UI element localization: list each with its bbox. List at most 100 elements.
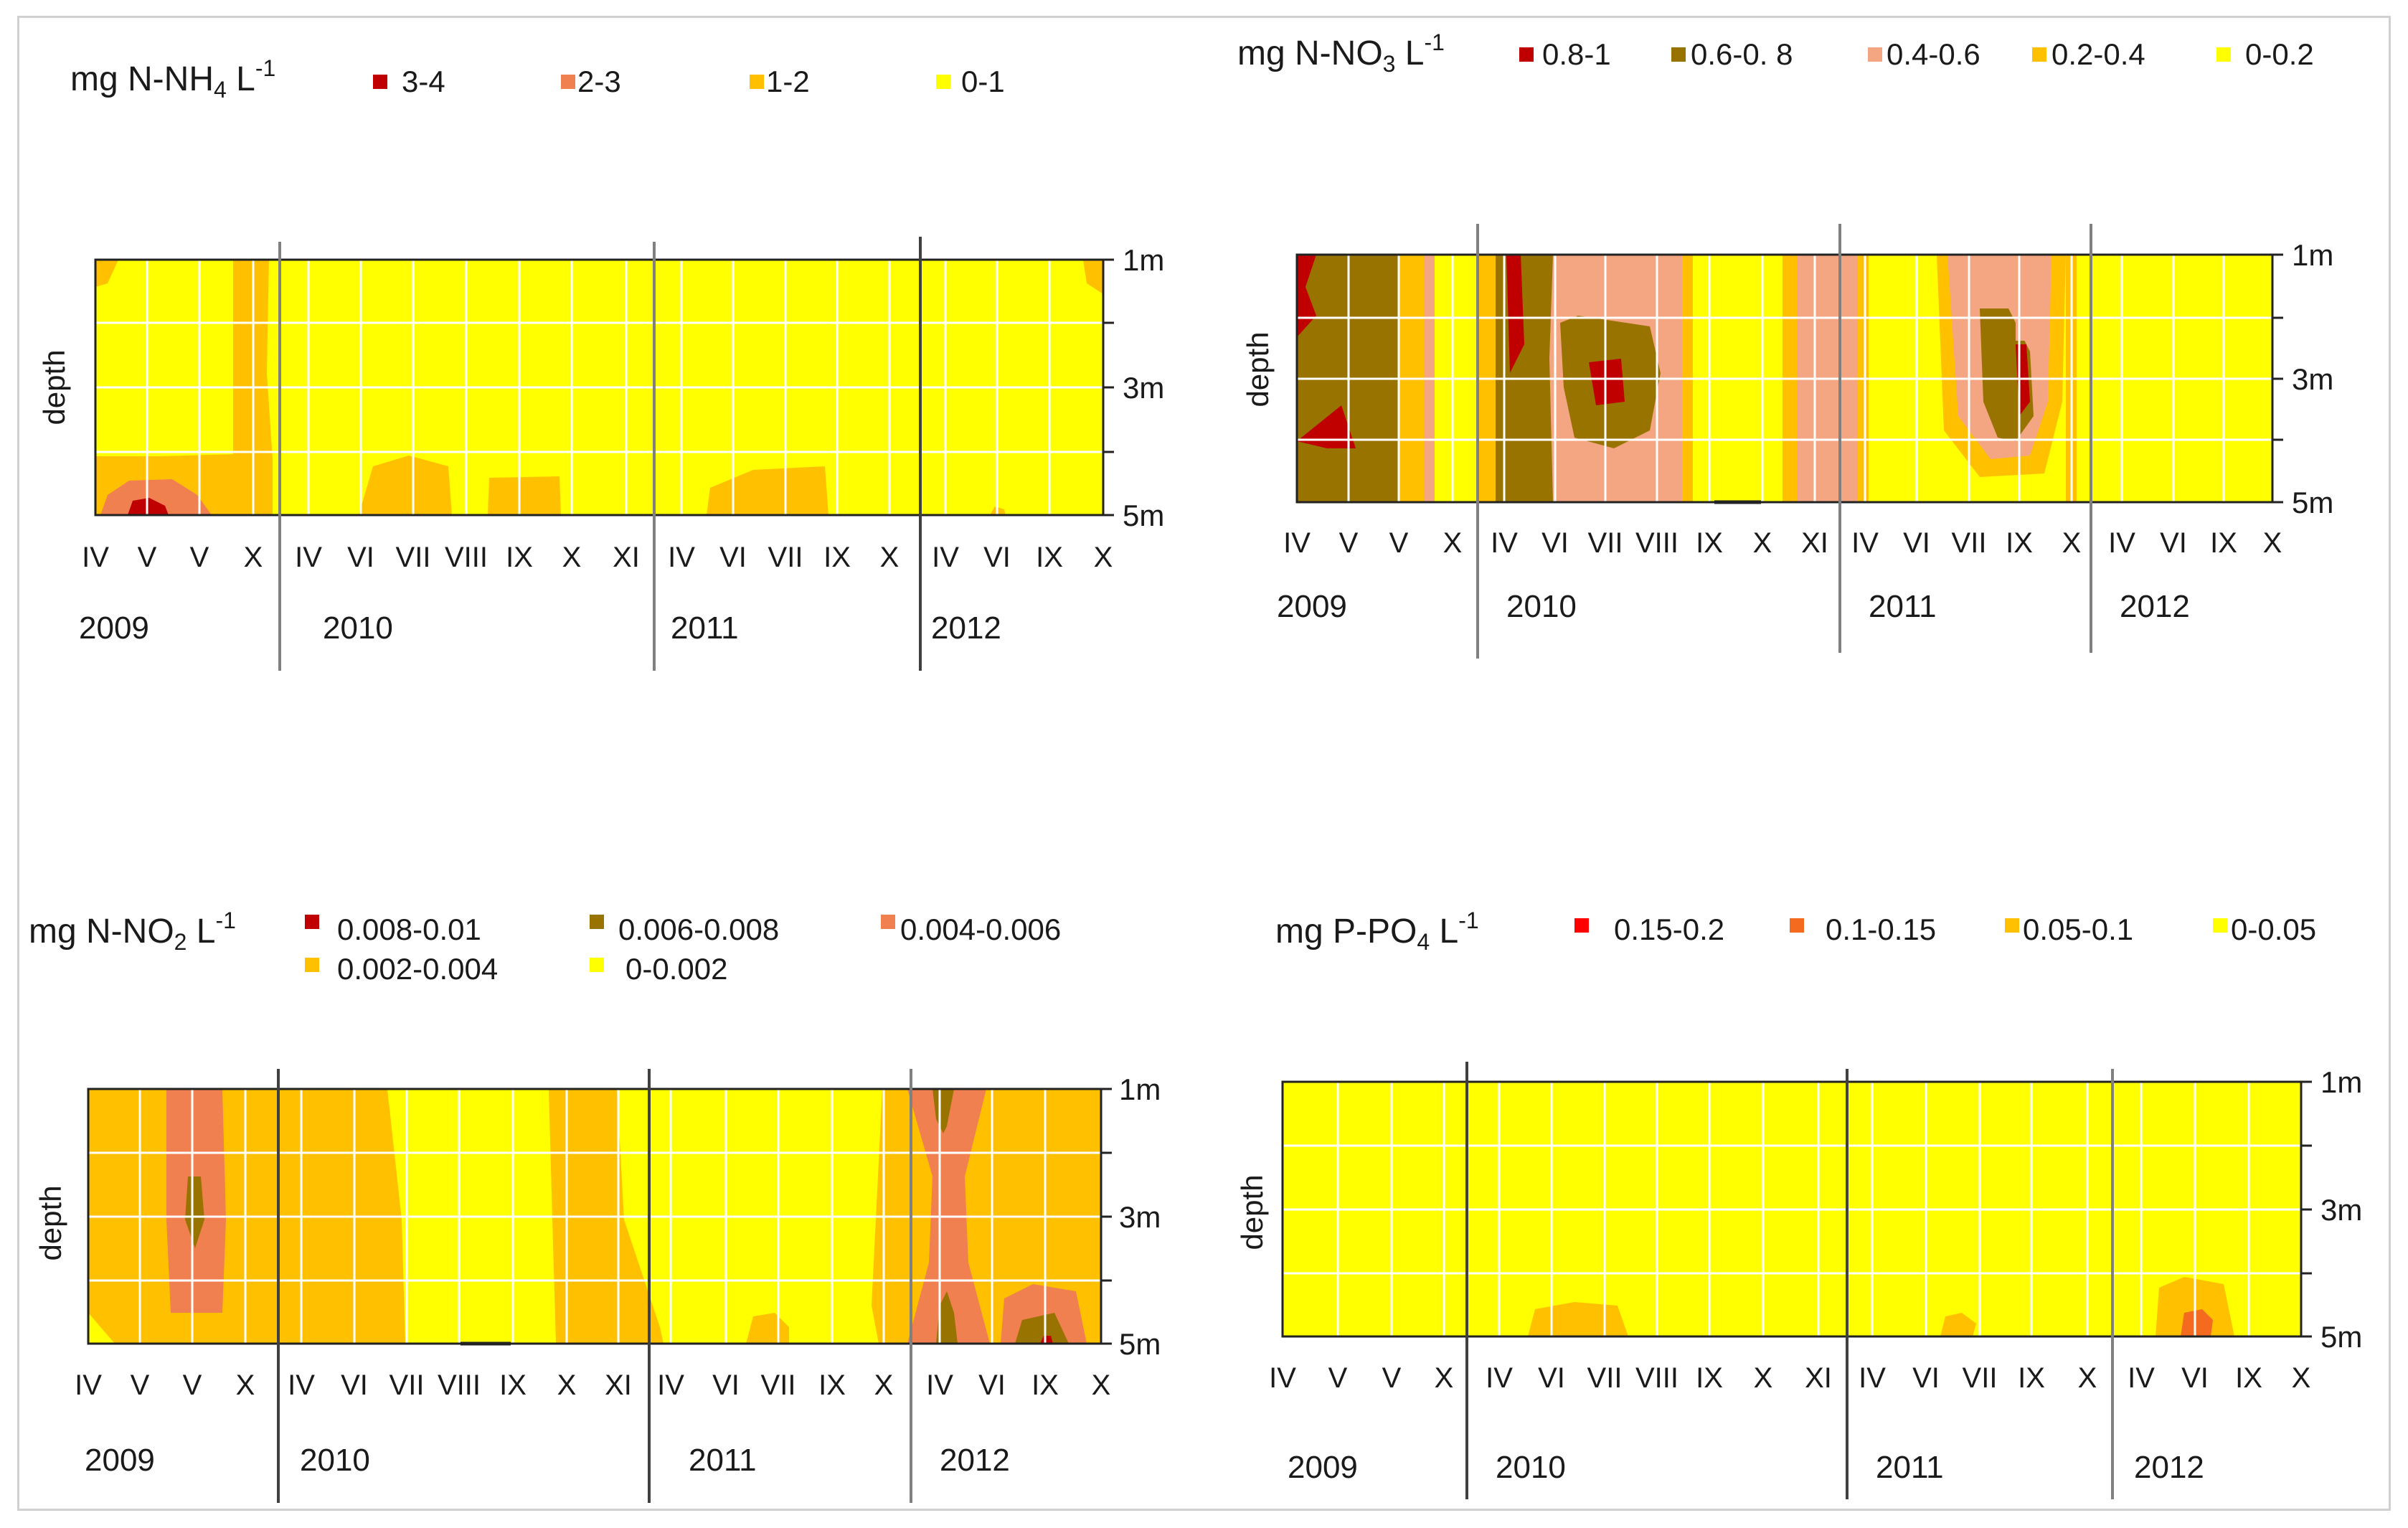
- no2-legend-swatch: [590, 915, 604, 929]
- nh4-year-label: 2012: [931, 610, 1001, 646]
- no3-month-tick: V: [1339, 527, 1359, 559]
- no2-month-tick: X: [236, 1369, 255, 1401]
- no2-legend-label: 0.006-0.008: [618, 912, 779, 946]
- nh4-contour: [488, 476, 561, 515]
- po4-month-tick: IV: [1486, 1362, 1513, 1394]
- po4-legend-label: 0-0.05: [2231, 912, 2316, 946]
- no2-month-tick: X: [557, 1369, 577, 1401]
- nh4-month-tick: IV: [932, 542, 959, 573]
- no3-year-label: 2012: [2120, 589, 2190, 624]
- no3-month-tick: X: [1753, 527, 1772, 559]
- nh4-month-tick: IV: [295, 542, 322, 573]
- nh4-month-tick: IV: [82, 542, 109, 573]
- po4-month-tick: VI: [2181, 1362, 2209, 1394]
- no3-legend-label: 0.4-0.6: [1887, 37, 1980, 71]
- no3-depth-label: 5m: [2292, 486, 2333, 519]
- po4-legend-label: 0.1-0.15: [1826, 912, 1936, 946]
- no3-contour: [1589, 359, 1625, 405]
- no3-month-tick: IX: [2006, 527, 2033, 559]
- no2-contour: [1040, 1336, 1053, 1344]
- po4-month-tick: V: [1328, 1362, 1348, 1394]
- no3-month-tick: XI: [1801, 527, 1828, 559]
- nh4-depth-label: 5m: [1123, 499, 1164, 532]
- po4-legend-label: 0.15-0.2: [1614, 912, 1724, 946]
- no2-month-tick: IX: [1031, 1369, 1059, 1401]
- no2-year-label: 2010: [300, 1443, 370, 1478]
- no2-legend-label: 0.008-0.01: [337, 912, 481, 946]
- no2-depth-label: 3m: [1119, 1200, 1161, 1234]
- po4-depth-label: 5m: [2320, 1320, 2362, 1354]
- no3-month-tick: IV: [2108, 527, 2135, 559]
- no3-month-tick: IX: [1696, 527, 1723, 559]
- nh4-month-tick: V: [138, 542, 157, 573]
- nh4-ticks: [1103, 258, 1114, 517]
- po4-year-label: 2010: [1496, 1450, 1566, 1485]
- po4-month-tick: X: [1435, 1362, 1454, 1394]
- nh4-legend-label: 3-4: [402, 65, 445, 98]
- po4-ylabel: depth: [1235, 1174, 1269, 1250]
- no2-month-tick: VI: [712, 1369, 740, 1401]
- nh4-year-label: 2011: [671, 610, 739, 646]
- panel-no3: mg N-NO3 L-1 0.8-1 0.6-0. 8 0.4-0.6 0.2-…: [1237, 29, 2333, 659]
- no3-legend-swatch: [2216, 47, 2231, 62]
- nh4-legend-label: 0-1: [961, 65, 1005, 98]
- no2-legend-swatch: [305, 958, 319, 972]
- po4-month-tick: VI: [1912, 1362, 1940, 1394]
- no2-legend-label: 0.002-0.004: [337, 952, 498, 986]
- nh4-month-tick: X: [562, 542, 582, 573]
- no3-month-tick: VIII: [1635, 527, 1678, 559]
- no3-plot: 1m 3m 5m depth: [1241, 224, 2333, 659]
- no3-year-label: 2011: [1869, 589, 1937, 624]
- no2-legend-swatch: [305, 915, 319, 929]
- nh4-legend-swatch: [936, 75, 950, 89]
- nh4-month-tick: VII: [768, 542, 803, 573]
- no2-month-tick: IV: [926, 1369, 953, 1401]
- no3-month-axis: IV V V X IV VI VII VIII IX X XI IV VI VI…: [1277, 527, 2282, 624]
- no3-contour: [1506, 255, 1524, 373]
- po4-month-tick: X: [2078, 1362, 2097, 1394]
- nh4-month-tick: X: [880, 542, 900, 573]
- no3-ylabel: depth: [1241, 331, 1275, 407]
- no3-month-tick: IX: [2210, 527, 2237, 559]
- po4-depth-label: 1m: [2320, 1065, 2362, 1099]
- no2-month-tick: X: [1092, 1369, 1111, 1401]
- no3-legend-swatch: [1868, 47, 1882, 62]
- nh4-plot: 1m 3m 5m depth: [37, 237, 1164, 671]
- no3-month-tick: X: [2062, 527, 2082, 559]
- no2-title: mg N-NO2 L-1: [29, 907, 236, 955]
- po4-month-tick: IV: [1269, 1362, 1296, 1394]
- no3-month-tick: IV: [1491, 527, 1518, 559]
- po4-month-tick: IX: [2018, 1362, 2045, 1394]
- po4-legend-swatch: [2005, 918, 2019, 933]
- po4-legend-swatch: [1574, 918, 1589, 933]
- no2-month-tick: IV: [657, 1369, 684, 1401]
- nh4-contour: [1083, 260, 1103, 294]
- no3-month-tick: V: [1389, 527, 1409, 559]
- panel-po4: mg P-PO4 L-1 0.15-0.2 0.1-0.15 0.05-0.1 …: [1235, 907, 2362, 1499]
- po4-month-tick: VII: [1587, 1362, 1623, 1394]
- no2-month-tick: V: [183, 1369, 202, 1401]
- no3-month-tick: IV: [1851, 527, 1879, 559]
- po4-month-tick: X: [2292, 1362, 2311, 1394]
- po4-contour: [2181, 1309, 2213, 1336]
- no3-contour: [1297, 255, 1316, 337]
- no3-legend-label: 0.2-0.4: [2051, 37, 2145, 71]
- nh4-legend: 3-4 2-3 1-2 0-1: [373, 65, 1005, 98]
- nh4-contour: [707, 466, 828, 515]
- nh4-title: mg N-NH4 L-1: [70, 55, 275, 103]
- no2-month-tick: V: [131, 1369, 150, 1401]
- no2-month-tick: IX: [499, 1369, 527, 1401]
- po4-depth-label: 3m: [2320, 1193, 2362, 1227]
- no3-legend-swatch: [2032, 47, 2046, 62]
- nh4-grid: [95, 260, 1103, 515]
- nh4-contour: [95, 260, 118, 287]
- nh4-month-tick: XI: [613, 542, 640, 573]
- nh4-depth-label: 1m: [1123, 243, 1164, 277]
- no2-month-tick: VII: [389, 1369, 425, 1401]
- nh4-legend-swatch: [561, 75, 575, 89]
- po4-month-tick: VIII: [1635, 1362, 1678, 1394]
- no2-year-label: 2011: [689, 1443, 757, 1478]
- po4-month-tick: IV: [1859, 1362, 1886, 1394]
- no2-contour: [1015, 1313, 1069, 1344]
